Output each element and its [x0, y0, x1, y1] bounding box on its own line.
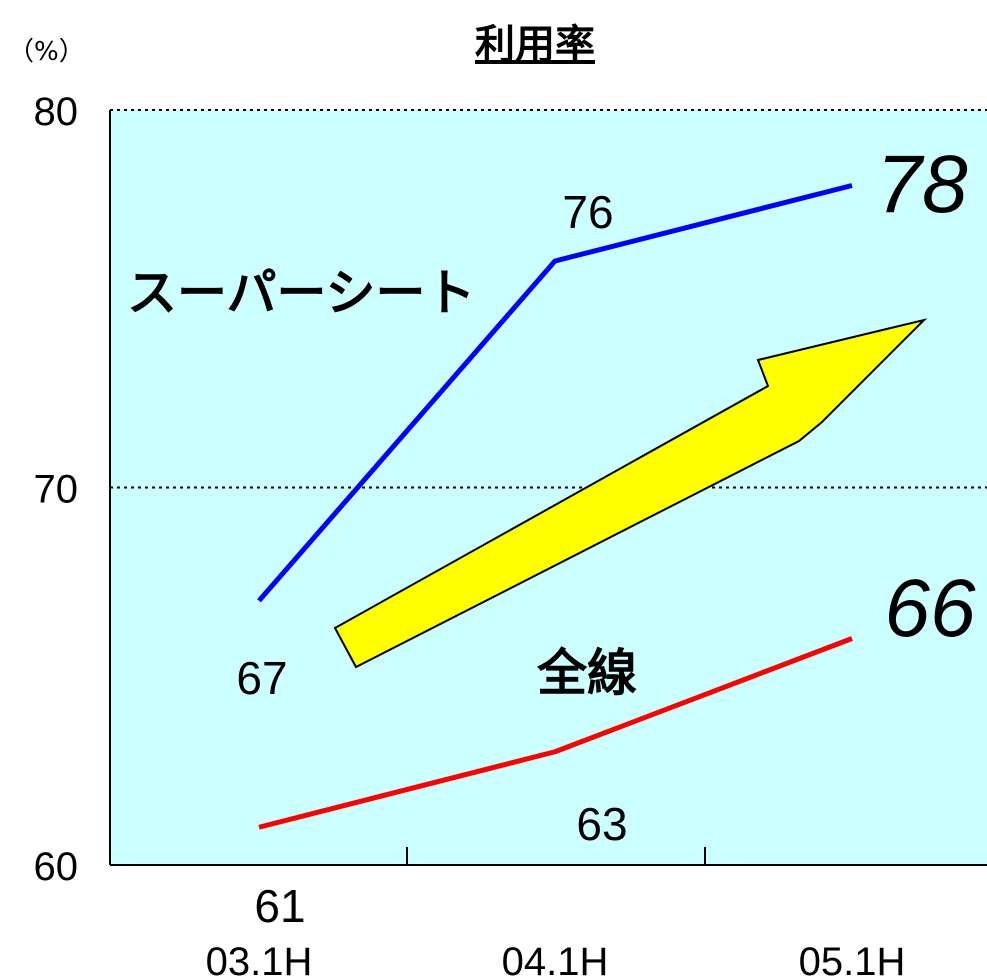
data-label-s0-1: 76	[562, 186, 613, 238]
y-tick-label-70: 70	[34, 468, 79, 512]
series-name-all-lines: 全線	[536, 644, 637, 702]
chart-title: 利用率	[475, 22, 595, 68]
x-tick-label-03.1H: 03.1H	[206, 940, 313, 979]
x-tick-marks	[406, 847, 706, 865]
data-label-s1-0: 61	[254, 880, 305, 932]
y-tick-label-60: 60	[34, 845, 79, 889]
y-tick-labels: 60 70 80	[34, 90, 79, 889]
x-tick-labels: 03.1H 04.1H 05.1H	[206, 940, 906, 979]
series-name-super-seat: スーパーシート	[127, 264, 476, 322]
data-label-s1-2: 66	[884, 563, 976, 654]
series-lines	[257, 183, 853, 830]
data-label-s1-1: 63	[576, 798, 627, 850]
y-tick-label-80: 80	[34, 90, 79, 134]
x-tick-label-04.1H: 04.1H	[502, 940, 609, 979]
series-line-1	[258, 636, 853, 830]
x-tick-label-05.1H: 05.1H	[799, 940, 906, 979]
data-label-s0-2: 78	[876, 139, 968, 230]
trend-arrow	[333, 318, 928, 669]
series-line-0	[257, 183, 853, 603]
data-labels: 67 76 78 61 63 66	[236, 139, 976, 932]
gridlines	[110, 109, 987, 489]
y-axis-unit: （%）	[8, 37, 85, 67]
data-label-s0-0: 67	[236, 652, 287, 704]
